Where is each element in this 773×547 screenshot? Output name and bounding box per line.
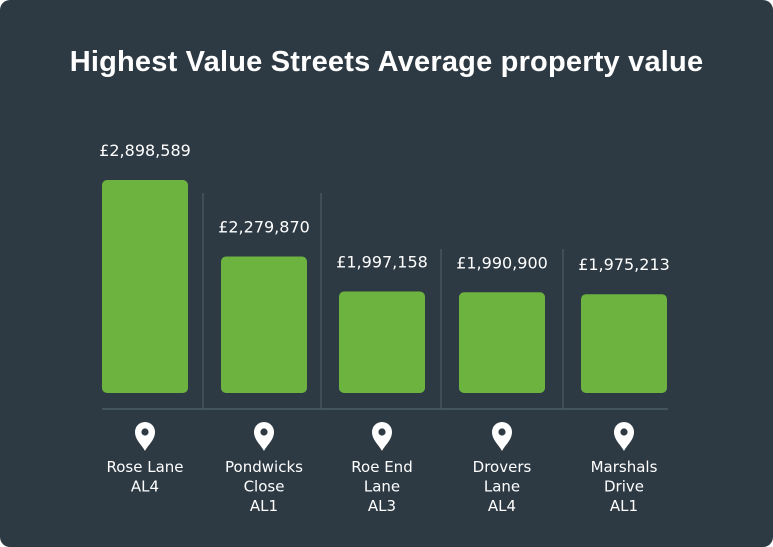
- category-label: Drive: [604, 478, 644, 496]
- category-label: Marshals: [591, 458, 658, 476]
- category-label: Roe End: [351, 458, 412, 476]
- category-label: Close: [244, 478, 285, 496]
- data-label: £1,975,213: [578, 255, 670, 274]
- bar: [581, 294, 667, 393]
- bar: [339, 291, 425, 393]
- category-label: Lane: [364, 478, 400, 496]
- bar: [221, 256, 307, 393]
- category-label: AL3: [368, 497, 396, 515]
- map-pin-icon: [372, 422, 392, 451]
- map-pin-icon: [135, 422, 155, 451]
- bar: [459, 292, 545, 393]
- map-pin-icon: [492, 422, 512, 451]
- bar: [102, 180, 188, 393]
- data-label: £1,990,900: [456, 253, 548, 272]
- category-label: Drovers: [473, 458, 532, 476]
- category-label: Pondwicks: [225, 458, 303, 476]
- category-label: AL4: [131, 478, 159, 496]
- data-label: £2,279,870: [218, 218, 310, 237]
- category-label: AL4: [488, 497, 516, 515]
- data-label: £1,997,158: [336, 253, 428, 272]
- category-label: Rose Lane: [106, 458, 183, 476]
- map-pin-icon: [614, 422, 634, 451]
- category-label: Lane: [484, 478, 520, 496]
- map-pin-icon: [254, 422, 274, 451]
- category-label: AL1: [610, 497, 638, 515]
- data-label: £2,898,589: [99, 141, 191, 160]
- chart-title: Highest Value Streets Average property v…: [69, 46, 704, 78]
- category-label: AL1: [250, 497, 278, 515]
